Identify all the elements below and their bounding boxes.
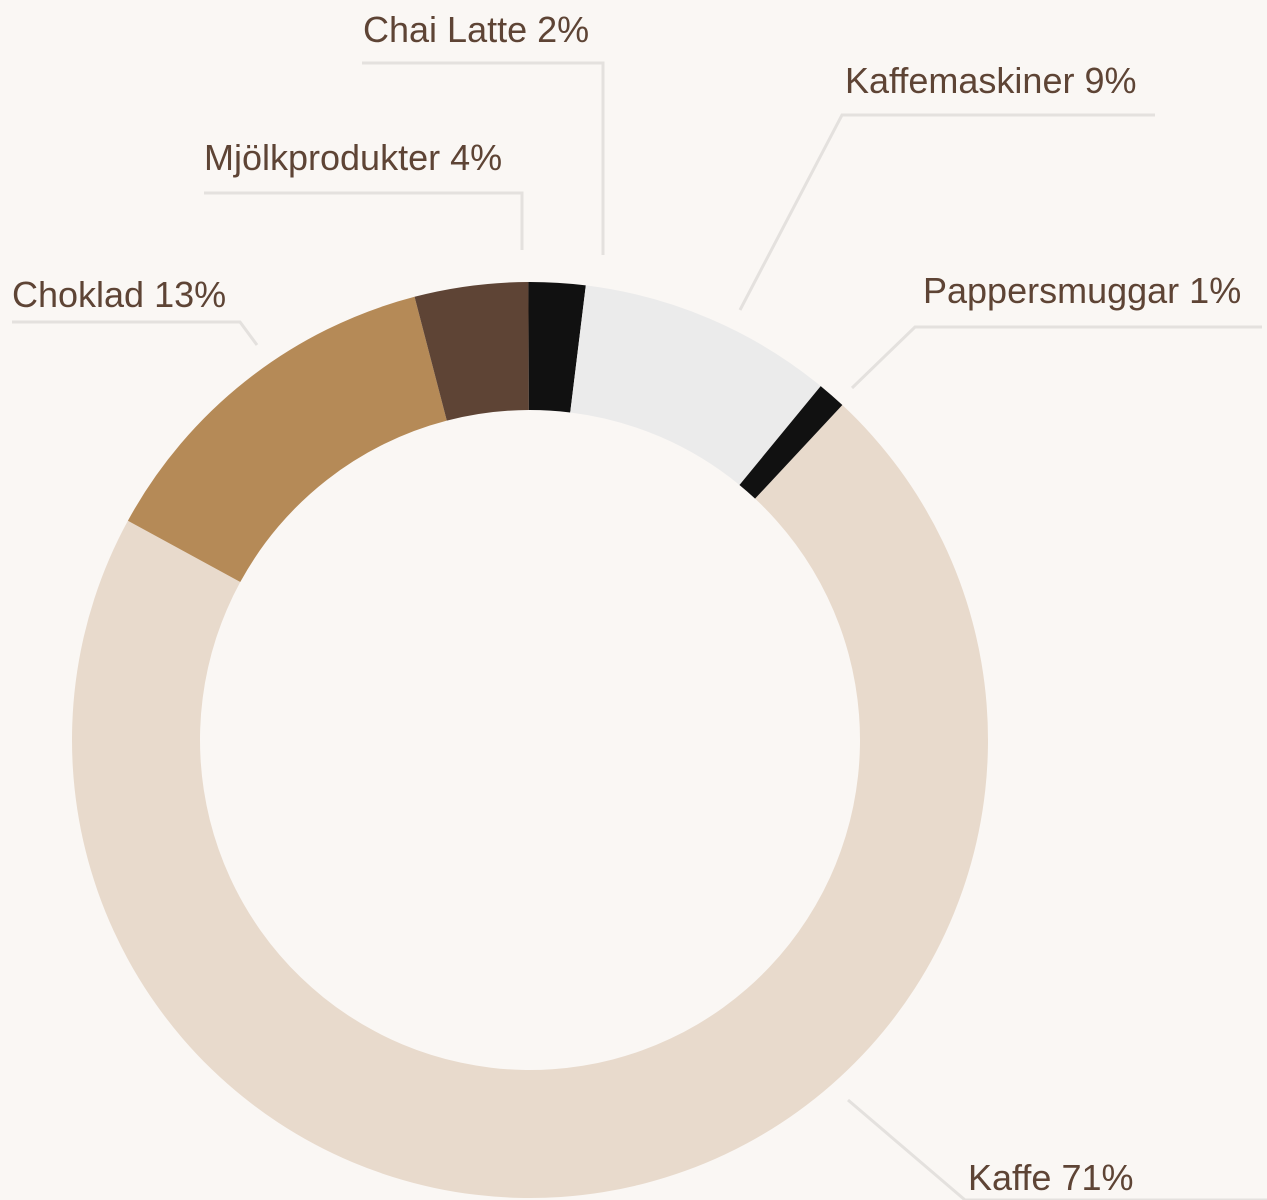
segment-label: Choklad 13% [12, 274, 226, 315]
label-name: Chai Latte [363, 9, 527, 50]
leader-line [204, 191, 524, 250]
segment-label: Pappersmuggar 1% [923, 270, 1241, 311]
label-name: Kaffemaskiner [845, 60, 1074, 101]
donut-segment [739, 386, 843, 499]
label-value: 9% [1084, 60, 1136, 101]
leader-line [847, 1098, 1267, 1200]
label-value: 71% [1061, 1157, 1133, 1198]
segment-label: Kaffemaskiner 9% [845, 60, 1137, 101]
donut-segment [528, 281, 586, 413]
segment-label: Chai Latte 2% [363, 9, 589, 50]
leader-line [362, 61, 605, 255]
donut-segment [127, 296, 447, 583]
label-value: 1% [1189, 270, 1241, 311]
donut-segment [570, 285, 821, 485]
label-value: 13% [154, 274, 226, 315]
leader-line [12, 320, 259, 346]
label-name: Kaffe [968, 1157, 1051, 1198]
leader-line [738, 113, 1155, 311]
segment-label: Mjölkprodukter 4% [204, 137, 502, 178]
label-value: 2% [537, 9, 589, 50]
label-value: 4% [450, 137, 502, 178]
label-name: Pappersmuggar [923, 270, 1179, 311]
segment-label: Kaffe 71% [968, 1157, 1134, 1198]
label-name: Mjölkprodukter [204, 137, 440, 178]
leader-line [850, 325, 1262, 390]
donut-segment [71, 405, 988, 1198]
donut-segment [414, 282, 529, 421]
label-name: Choklad [12, 274, 144, 315]
